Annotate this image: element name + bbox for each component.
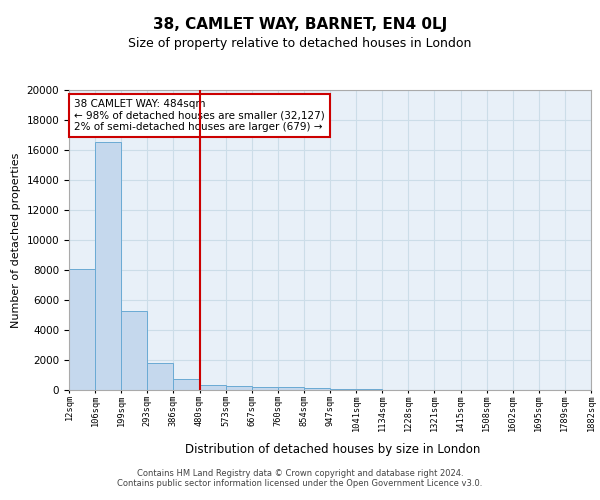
- Bar: [226, 386, 252, 390]
- Text: Size of property relative to detached houses in London: Size of property relative to detached ho…: [128, 38, 472, 51]
- Bar: [95, 142, 121, 390]
- Bar: [69, 268, 95, 390]
- Bar: [121, 310, 148, 390]
- Text: 38, CAMLET WAY, BARNET, EN4 0LJ: 38, CAMLET WAY, BARNET, EN4 0LJ: [153, 18, 447, 32]
- Text: Contains HM Land Registry data © Crown copyright and database right 2024.: Contains HM Land Registry data © Crown c…: [137, 469, 463, 478]
- Bar: [278, 387, 304, 390]
- Text: 38 CAMLET WAY: 484sqm
← 98% of detached houses are smaller (32,127)
2% of semi-d: 38 CAMLET WAY: 484sqm ← 98% of detached …: [74, 99, 325, 132]
- Text: Distribution of detached houses by size in London: Distribution of detached houses by size …: [185, 442, 481, 456]
- Bar: [252, 386, 278, 390]
- Bar: [199, 385, 226, 390]
- Bar: [173, 379, 199, 390]
- Bar: [330, 389, 356, 390]
- Bar: [148, 363, 173, 390]
- Y-axis label: Number of detached properties: Number of detached properties: [11, 152, 21, 328]
- Bar: [304, 388, 330, 390]
- Text: Contains public sector information licensed under the Open Government Licence v3: Contains public sector information licen…: [118, 479, 482, 488]
